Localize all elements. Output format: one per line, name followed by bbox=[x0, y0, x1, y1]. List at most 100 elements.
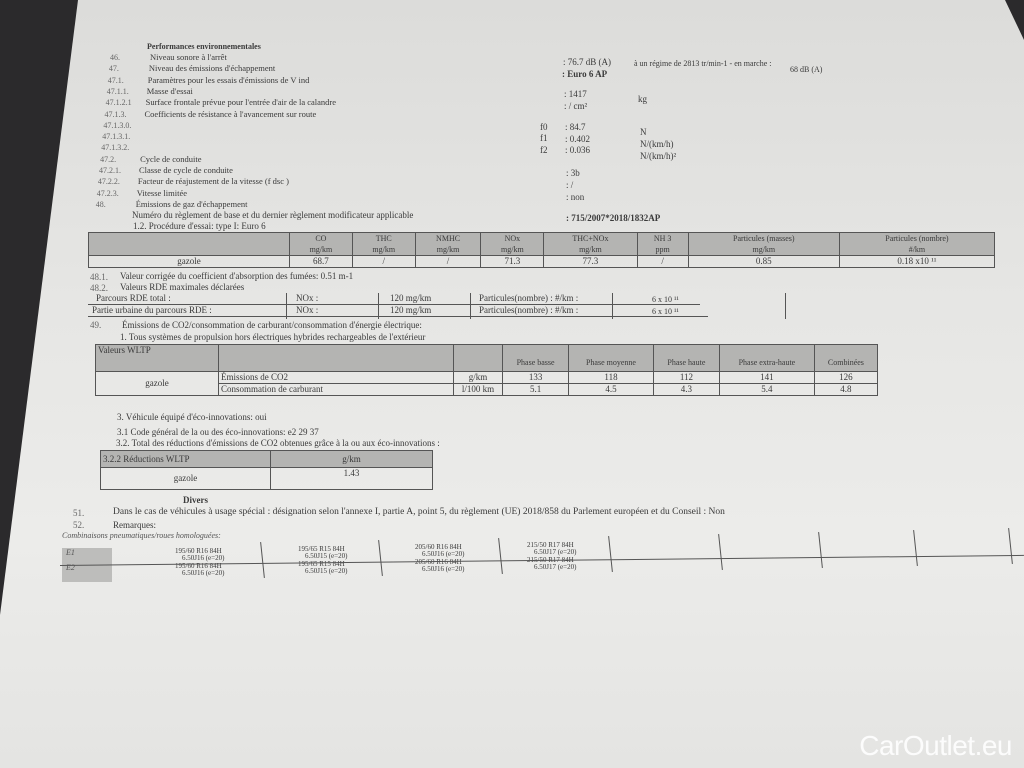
f0-label: f0 bbox=[540, 122, 548, 132]
noise-value: : 76.7 dB (A) bbox=[563, 57, 611, 67]
tyre-size: 195/65 R15 84H bbox=[298, 560, 345, 568]
tyre-size: 205/60 R16 84H bbox=[415, 558, 462, 566]
rim-size: 6.50J15 (e=20) bbox=[305, 567, 348, 575]
rim-size: 6.50J17 (e=20) bbox=[534, 563, 577, 571]
divider bbox=[612, 293, 613, 319]
eco-table-fuel: gazole bbox=[100, 467, 271, 490]
item-number: 48. bbox=[95, 199, 106, 209]
f2-label: f2 bbox=[540, 145, 548, 155]
item-number: 49. bbox=[90, 320, 102, 330]
header-particules-nombre-: Particules (nombre) #/km bbox=[838, 232, 996, 256]
wltp-value: 4.5 bbox=[568, 383, 654, 396]
header-particules-masses-: Particules (masses) mg/km bbox=[687, 232, 840, 256]
speed-limited: : non bbox=[566, 192, 585, 202]
item-number: 47.2.2. bbox=[97, 177, 120, 187]
emission-value: 77.3 bbox=[543, 255, 638, 268]
tyre-size: 195/60 R16 84H bbox=[175, 562, 222, 570]
header-unit: mg/km bbox=[436, 245, 460, 254]
item-number: 47.2.1. bbox=[99, 166, 121, 175]
eco-table-value: 1.43 bbox=[270, 467, 433, 490]
item-label: Paramètres pour les essais d'émissions d… bbox=[147, 74, 310, 85]
header-name: THC+NOx bbox=[572, 234, 609, 243]
item-number: 46. bbox=[110, 53, 120, 62]
phase-header: Phase basse bbox=[501, 344, 570, 372]
rim-size: 6.50J15 (e=20) bbox=[305, 552, 348, 560]
rim-size: 6.50J16 (e=20) bbox=[422, 550, 465, 558]
header-unit: mg/km bbox=[372, 245, 396, 254]
tyre-size: 195/60 R16 84H bbox=[175, 547, 222, 555]
wltp-value: 5.4 bbox=[718, 383, 815, 396]
tyre-size: 205/60 R16 84H bbox=[415, 543, 462, 551]
divers-title: Divers bbox=[183, 495, 208, 505]
item-number: 47.1.2.1 bbox=[105, 98, 132, 108]
item-number: 47.1.3. bbox=[104, 109, 127, 119]
axle-label: E2 bbox=[66, 563, 75, 572]
header-co: CO mg/km bbox=[289, 232, 353, 256]
divider bbox=[88, 304, 700, 305]
fdsc-value: : / bbox=[566, 180, 574, 190]
special-use-designation: Dans le cas de véhicules à usage spécial… bbox=[113, 507, 725, 517]
f1-label: f1 bbox=[540, 133, 548, 143]
eco-equipped: 3. Véhicule équipé d'éco-innovations: ou… bbox=[117, 412, 267, 422]
regulation-value: : 715/2007*2018/1832AP bbox=[566, 213, 661, 223]
f2-value: : 0.036 bbox=[565, 145, 591, 155]
emission-value: 68.7 bbox=[289, 255, 353, 268]
item-label: Masse d'essai bbox=[146, 85, 193, 96]
axle-shade bbox=[62, 548, 112, 582]
header-nh-3: NH 3 ppm bbox=[636, 232, 689, 256]
header-unit: mg/km bbox=[579, 245, 602, 254]
emission-value: / bbox=[636, 255, 689, 268]
emissions-table: CO mg/km THC mg/km NMHC mg/km NOx mg/km THC+NOx m… bbox=[88, 232, 996, 268]
item-number: 47.1. bbox=[107, 75, 124, 85]
noise-moving: 68 dB (A) bbox=[790, 65, 823, 74]
header-unit: mg/km bbox=[752, 245, 776, 254]
wltp-value: 4.3 bbox=[652, 383, 720, 396]
item-number: 47.1.3.0. bbox=[103, 120, 132, 130]
divider bbox=[378, 293, 379, 319]
wltp-fuel: gazole bbox=[95, 371, 219, 396]
emission-value: 71.3 bbox=[480, 255, 545, 268]
wltp-value: 5.1 bbox=[501, 383, 570, 396]
header-nox: NOx mg/km bbox=[480, 232, 545, 256]
rde-title: Valeurs RDE maximales déclarées bbox=[120, 282, 245, 292]
header-nmhc: NMHC mg/km bbox=[414, 232, 482, 256]
eco-code: 3.1 Code général de la ou des éco-innova… bbox=[117, 427, 319, 437]
tyre-size: 195/65 R15 84H bbox=[298, 545, 345, 553]
header-name: NOx bbox=[504, 234, 521, 243]
remarks-label: Remarques: bbox=[113, 520, 156, 530]
wltp-row-label: Émissions de CO2 bbox=[218, 371, 454, 384]
f0-unit: N bbox=[640, 127, 647, 137]
header-name: Particules (nombre) bbox=[885, 234, 949, 243]
eco-reduction-table: 3.2.2 Réductions WLTP g/km gazole 1.43 bbox=[100, 450, 433, 490]
axle-label: E1 bbox=[66, 548, 75, 557]
item-label: Niveau des émissions d'échappement bbox=[148, 63, 276, 74]
divider bbox=[785, 293, 786, 319]
section-title: Performances environnementales bbox=[147, 42, 261, 51]
divider bbox=[88, 316, 708, 317]
header-name: NMHC bbox=[436, 234, 461, 243]
test-mass-unit: kg bbox=[638, 94, 647, 104]
phase-header: Combinées bbox=[813, 344, 879, 372]
fuel-cell: gazole bbox=[88, 255, 290, 268]
wltp-row-unit: l/100 km bbox=[453, 383, 503, 396]
item-label: Surface frontale prévue pour l'entrée d'… bbox=[145, 97, 337, 108]
wltp-value: 141 bbox=[718, 371, 815, 384]
rde-row-label: Partie urbaine du parcours RDE : bbox=[92, 305, 212, 315]
co2-title: Émissions de CO2/consommation de carbura… bbox=[122, 320, 422, 330]
header-unit: #/km bbox=[908, 245, 926, 254]
watermark-logo: CarOutlet.eu bbox=[859, 730, 1012, 761]
header-unit: mg/km bbox=[309, 245, 333, 254]
rde-pn-value: 6 x 10 ¹¹ bbox=[652, 295, 679, 304]
corner-cell bbox=[88, 232, 290, 256]
wltp-value: 112 bbox=[652, 371, 720, 384]
tyre-title: Combinaisons pneumatiques/roues homologu… bbox=[62, 531, 221, 540]
emission-value: 0.85 bbox=[687, 255, 840, 268]
header-name: Particules (masses) bbox=[733, 234, 795, 243]
rim-size: 6.50J17 (e=20) bbox=[534, 548, 577, 556]
rde-nox-label: NOx : bbox=[296, 305, 319, 315]
rde-row-label: Parcours RDE total : bbox=[96, 293, 171, 303]
emission-value: 0.18 x10 ¹¹ bbox=[838, 255, 996, 268]
header-name: THC bbox=[375, 234, 392, 243]
divider bbox=[470, 293, 471, 319]
cycle-class: : 3b bbox=[566, 168, 580, 178]
